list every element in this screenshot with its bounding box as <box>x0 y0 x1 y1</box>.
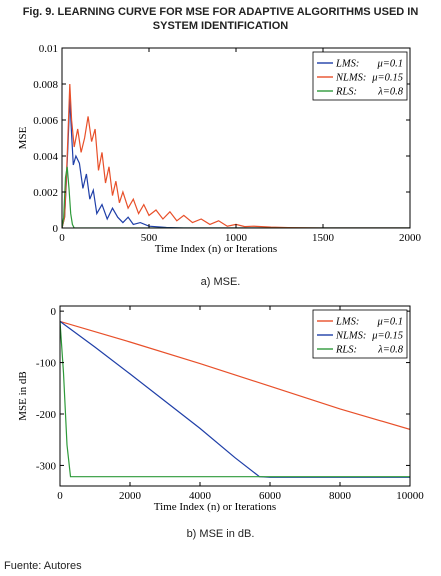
y-tick-label: 0.006 <box>33 115 58 127</box>
legend-series-param: μ=0.15 <box>371 331 403 342</box>
y-tick-label: 0.002 <box>33 187 58 199</box>
x-tick-label: 2000 <box>119 490 142 502</box>
legend-series-name: RLS: <box>335 345 357 356</box>
y-tick-label: 0 <box>51 306 57 318</box>
figure-title: Fig. 9. LEARNING CURVE FOR MSE FOR ADAPT… <box>0 5 441 33</box>
mse-chart: 0 500 1000 1500 2000 0 0.002 0.004 0.006 0.008 0.0… <box>17 43 422 255</box>
y-axis-label: MSE in dB <box>17 371 29 421</box>
legend-series-param: μ=0.15 <box>371 73 403 84</box>
legend-series-name: NLMS: <box>335 73 366 84</box>
y-tick-label: 0.004 <box>33 151 58 163</box>
x-axis-label: Time Index (n) or Iterations <box>154 501 276 513</box>
x-tick-label: 8000 <box>329 490 352 502</box>
series-line-rls <box>62 166 410 228</box>
chart-b-caption: b) MSE in dB. <box>186 528 255 540</box>
legend-series-param: λ=0.8 <box>377 345 404 356</box>
series-line-lms <box>62 98 410 228</box>
x-axis-label: Time Index (n) or Iterations <box>155 243 277 255</box>
series-group <box>62 83 410 228</box>
legend-box <box>312 309 408 359</box>
y-tick-label: 0.008 <box>33 79 58 91</box>
y-tick-label: 0.01 <box>39 43 58 55</box>
x-tick-label: 6000 <box>259 490 282 502</box>
legend-series-param: μ=0.1 <box>377 317 403 328</box>
legend-series-param: μ=0.1 <box>377 59 403 70</box>
x-tick-label: 500 <box>141 232 158 244</box>
figure-title-line2: SYSTEM IDENTIFICATION <box>152 20 289 32</box>
x-tick-label: 4000 <box>189 490 212 502</box>
y-tick-label: -200 <box>36 409 57 421</box>
figure-title-line1: Fig. 9. LEARNING CURVE FOR MSE FOR ADAPT… <box>22 6 419 18</box>
legend-series-name: RLS: <box>335 87 357 98</box>
y-tick-label: -100 <box>36 358 57 370</box>
y-tick-label: -300 <box>36 460 57 472</box>
y-axis-label: MSE <box>17 126 29 149</box>
series-line-lms <box>60 320 410 430</box>
series-group <box>60 320 410 478</box>
series-line-rls <box>60 321 410 478</box>
series-line-nlms <box>62 83 410 228</box>
legend-box <box>312 51 408 101</box>
x-tick-label: 1000 <box>225 232 248 244</box>
legend-series-param: λ=0.8 <box>377 87 404 98</box>
x-tick-label: 10000 <box>396 490 424 502</box>
legend: LMS: μ=0.1 NLMS: μ=0.15 RLS: λ=0.8 <box>312 309 408 359</box>
legend-series-name: NLMS: <box>335 331 366 342</box>
legend-series-name: LMS: <box>335 317 359 328</box>
plot-frame <box>59 305 411 487</box>
mse-db-chart: 0 2000 4000 6000 8000 10000 0 -100 -200 -300 Time … <box>17 305 424 513</box>
x-tick-label: 2000 <box>399 232 422 244</box>
source-note: Fuente: Autores <box>4 560 82 572</box>
y-tick-label: 0 <box>53 223 59 235</box>
chart-a-caption: a) MSE. <box>200 276 241 288</box>
x-tick-label: 0 <box>59 232 65 244</box>
x-tick-label: 1500 <box>312 232 335 244</box>
x-tick-label: 0 <box>57 490 63 502</box>
legend-series-name: LMS: <box>335 59 359 70</box>
legend: LMS: μ=0.1 NLMS: μ=0.15 RLS: λ=0.8 <box>312 51 408 101</box>
